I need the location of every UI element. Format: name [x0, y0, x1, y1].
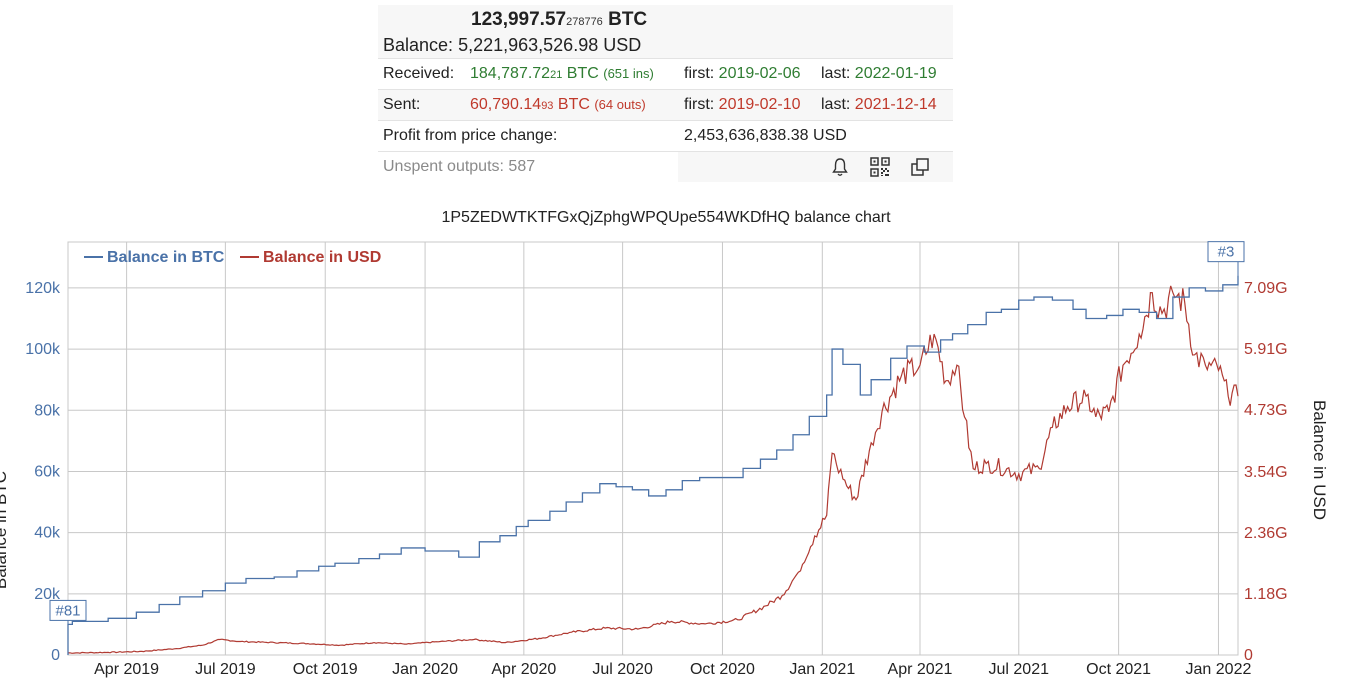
sent-first: first: 2019-02-10 [684, 96, 801, 113]
chart-legend[interactable]: Balance in BTC Balance in USD [84, 249, 381, 266]
btc-balance: 123,997.57278776 BTC [383, 9, 948, 33]
x-axis-ticks: Apr 2019 Jul 2019 Oct 2019 Jan 2020 Apr 2020… [94, 661, 1251, 678]
action-icons [829, 152, 931, 182]
chart-grid [67, 241, 1239, 656]
y-tick-label: 0 [51, 647, 60, 664]
x-tick-label: Apr 2020 [491, 661, 556, 678]
x-tick-label: Apr 2021 [888, 661, 953, 678]
balance-usd-value: 5,221,963,526.98 USD [458, 35, 642, 55]
x-tick-label: Jul 2020 [592, 661, 653, 678]
y-tick-label: 40k [34, 525, 61, 542]
sent-outs-count: (64 outs) [594, 97, 646, 112]
sent-last: last: 2021-12-14 [821, 96, 937, 113]
copy-icon[interactable] [909, 156, 931, 178]
chart-title: 1P5ZEDWTKTFGxQjZphgWPQUpe554WKDfHQ balan… [441, 209, 891, 226]
series-line-btc [67, 275, 1239, 655]
summary-header: 123,997.57278776 BTC Balance: 5,221,963,… [378, 5, 953, 58]
marker-flag[interactable]: #3 [1207, 241, 1245, 276]
y-tick-label: 60k [34, 463, 61, 480]
btc-unit: BTC [608, 9, 648, 30]
y-tick-label: 20k [34, 586, 61, 603]
sent-amount: 60,790.1493 BTC (64 outs) [470, 96, 646, 113]
sent-row: Sent: 60,790.1493 BTC (64 outs) first: 2… [378, 89, 953, 120]
unspent-row: Unspent outputs: 587 [378, 151, 953, 182]
y-tick-label: 120k [25, 280, 61, 297]
received-row: Received: 184,787.7221 BTC (651 ins) fir… [378, 58, 953, 89]
x-tick-label: Jan 2020 [392, 661, 458, 678]
marker-label: #81 [55, 602, 80, 619]
legend-item-btc[interactable]: Balance in BTC [107, 249, 225, 266]
y-axis-left-ticks: 0 20k 40k 60k 80k 100k 120k [25, 280, 61, 664]
plot-area [67, 241, 1239, 656]
x-tick-label: Oct 2019 [293, 661, 358, 678]
legend-item-usd[interactable]: Balance in USD [263, 249, 381, 266]
profit-row: Profit from price change: 2,453,636,838.… [378, 120, 953, 151]
bell-icon[interactable] [829, 156, 851, 178]
x-tick-label: Jul 2021 [989, 661, 1050, 678]
x-tick-label: Oct 2021 [1086, 661, 1151, 678]
received-amount: 184,787.7221 BTC (651 ins) [470, 65, 654, 82]
y2-tick-label: 1.18G [1244, 586, 1288, 603]
y2-tick-label: 0 [1244, 647, 1253, 664]
unspent-outputs[interactable]: Unspent outputs: 587 [383, 158, 536, 175]
x-tick-label: Apr 2019 [94, 661, 159, 678]
y2-tick-label: 7.09G [1244, 280, 1288, 297]
profit-label: Profit from price change: [383, 127, 558, 144]
y-tick-label: 80k [34, 402, 61, 419]
x-tick-label: Jan 2021 [789, 661, 855, 678]
btc-balance-fraction: 278776 [566, 16, 603, 28]
y-axis-right-ticks: 0 1.18G 2.36G 3.54G 4.73G 5.91G 7.09G [1244, 280, 1288, 664]
balance-chart: 1P5ZEDWTKTFGxQjZphgWPQUpe554WKDfHQ balan… [0, 209, 1329, 678]
x-tick-label: Jul 2019 [195, 661, 256, 678]
y2-tick-label: 4.73G [1244, 402, 1288, 419]
usd-balance: Balance: 5,221,963,526.98 USD [383, 33, 948, 57]
series-line-usd [67, 285, 1239, 654]
received-last: last: 2022-01-19 [821, 65, 937, 82]
qr-code-icon[interactable] [869, 156, 891, 178]
received-ins-count: (651 ins) [603, 66, 654, 81]
y2-tick-label: 2.36G [1244, 525, 1288, 542]
marker-label: #3 [1218, 244, 1235, 261]
balance-label: Balance: [383, 35, 454, 55]
profit-value: 2,453,636,838.38 USD [684, 127, 847, 144]
x-tick-label: Jan 2022 [1186, 661, 1252, 678]
chart-markers: #81 #3 [49, 241, 1245, 625]
btc-balance-main: 123,997.57 [471, 9, 567, 30]
y-axis-left-label: Balance in BTC [0, 471, 10, 589]
y2-tick-label: 3.54G [1244, 464, 1288, 481]
marker-flag[interactable]: #81 [49, 599, 87, 625]
y2-tick-label: 5.91G [1244, 341, 1288, 358]
address-summary-panel: 123,997.57278776 BTC Balance: 5,221,963,… [378, 5, 953, 182]
received-label: Received: [383, 65, 455, 82]
sent-label: Sent: [383, 96, 421, 113]
received-first: first: 2019-02-06 [684, 65, 801, 82]
x-tick-label: Oct 2020 [690, 661, 755, 678]
y-axis-right-label: Balance in USD [1310, 400, 1329, 520]
y-tick-label: 100k [25, 341, 61, 358]
